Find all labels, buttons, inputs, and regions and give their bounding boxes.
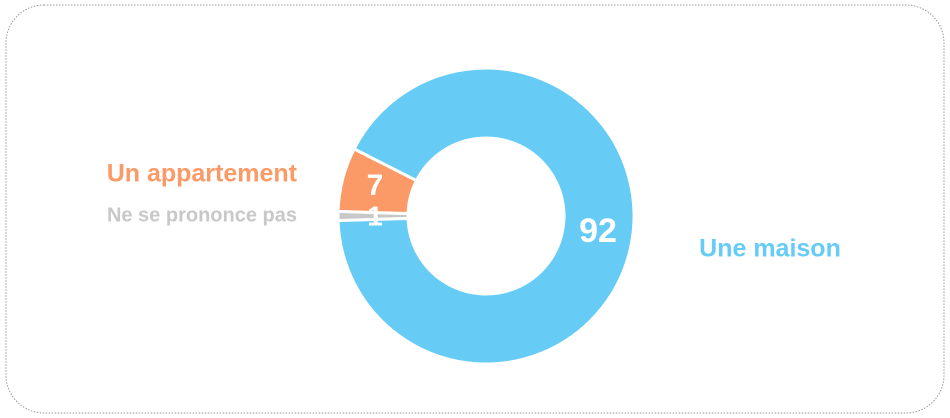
- value-label: 1: [367, 200, 383, 231]
- category-label: Un appartement: [107, 160, 298, 188]
- category-label: Ne se prononce pas: [107, 204, 297, 226]
- donut-segment: [336, 66, 636, 366]
- value-label: 7: [367, 169, 384, 202]
- value-label: 92: [579, 212, 617, 250]
- category-label: Une maison: [699, 235, 841, 263]
- frame: [5, 4, 945, 414]
